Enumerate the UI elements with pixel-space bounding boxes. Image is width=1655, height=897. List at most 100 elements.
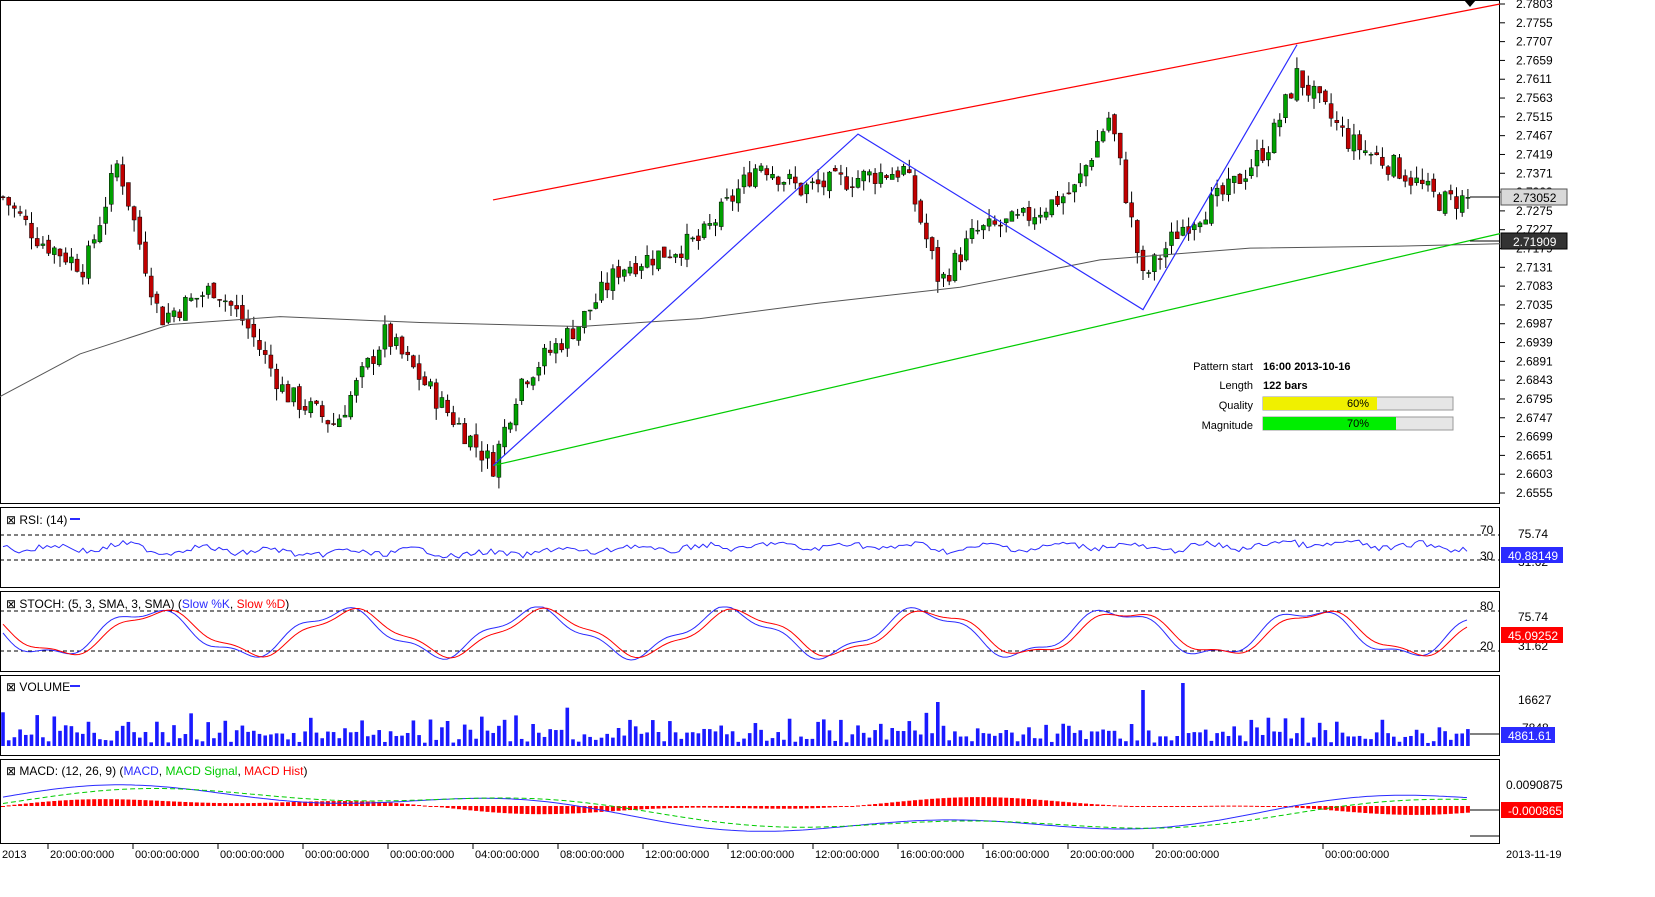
volume-bar (1317, 722, 1322, 746)
volume-bar (554, 730, 558, 746)
macd-hist-bar (428, 806, 433, 807)
time-tick-label: 04:00:00:000 (475, 849, 539, 861)
macd-hist-bar (571, 806, 575, 814)
pattern-magnitude-label: Magnitude (1202, 420, 1253, 432)
macd-hist-bar (753, 806, 758, 809)
candle-body (91, 239, 97, 244)
macd-hist-bar (770, 806, 775, 809)
candle-body (109, 173, 114, 205)
candle-body (1112, 114, 1117, 135)
volume-bar (696, 733, 701, 746)
volume-bar (1095, 731, 1100, 746)
volume-bar (1460, 733, 1464, 746)
volume-bar (400, 735, 404, 746)
macd-hist-bar (1044, 800, 1049, 806)
volume-bar (548, 729, 552, 746)
volume-bar (246, 731, 250, 746)
volume-bar (1397, 741, 1402, 746)
volume-bar (656, 732, 661, 746)
candle-body (690, 237, 695, 240)
macd-hist-bar (1414, 806, 1419, 815)
macd-hist-bar (987, 797, 992, 806)
candle-body (969, 228, 975, 239)
magnitude-bar-fill (1263, 417, 1396, 430)
candle-body (257, 340, 262, 350)
candle-body (587, 309, 593, 312)
macd-hist-bar (816, 806, 821, 809)
volume-bar (1260, 734, 1265, 746)
candle-body (508, 422, 513, 430)
candle-body (1015, 214, 1020, 216)
lower-channel-line (492, 233, 1501, 467)
macd-hist-bar (320, 801, 325, 806)
candle-body (565, 328, 570, 349)
macd-hist-bar (776, 806, 781, 809)
candle-body (684, 233, 690, 260)
volume-bar (314, 732, 319, 746)
volume-bar (1272, 731, 1276, 746)
volume-bar (360, 720, 364, 746)
volume-bar (81, 733, 85, 746)
volume-bar (719, 725, 723, 746)
macd-hist-bar (97, 799, 102, 806)
candle-body (1397, 157, 1402, 179)
volume-bar (753, 723, 758, 746)
volume-bar (331, 732, 336, 746)
volume-bar (537, 732, 541, 746)
volume-bar (742, 738, 746, 746)
current-price-tag: 2.73052 (1470, 188, 1568, 206)
candle-body (188, 297, 194, 301)
volume-bar (240, 725, 245, 746)
volume-bar (890, 728, 894, 746)
macd-hist-bar (1163, 806, 1168, 807)
volume-bar (542, 736, 547, 746)
macd-hist-bar (1243, 805, 1248, 807)
candle-body (827, 171, 832, 192)
volume-bar (1118, 738, 1122, 746)
macd-hist-bar (1431, 806, 1436, 815)
candle-body (148, 275, 154, 298)
volume-bar (782, 739, 786, 746)
macd-hist-bar (297, 801, 302, 806)
candle-body (1197, 222, 1203, 228)
macd-axis-top: 0.0090875 (1506, 778, 1563, 792)
macd-hist-bar (1049, 800, 1054, 806)
macd-hist-bar (462, 806, 467, 810)
macd-hist-bar (941, 798, 946, 806)
candle-body (57, 248, 63, 257)
candle-body (821, 180, 827, 188)
candle-body (262, 350, 268, 355)
macd-hist-bar (388, 802, 393, 806)
volume-bar (29, 734, 34, 746)
macd-hist-bar (1055, 801, 1060, 806)
candle-body (1340, 125, 1345, 128)
stoch-level-80: 80 (1480, 599, 1494, 613)
candle-body (650, 258, 656, 266)
macd-hist-bar (998, 797, 1003, 806)
volume-bar (126, 721, 131, 746)
volume-bar (1055, 733, 1060, 746)
pattern-zigzag-line (492, 44, 1298, 467)
macd-hist-bar (1226, 805, 1231, 807)
macd-hist-bar (360, 801, 365, 806)
macd-hist-bar (120, 799, 125, 806)
candle-body (639, 266, 644, 271)
macd-hist-bar (417, 805, 422, 807)
candle-body (633, 263, 638, 275)
volume-bar (120, 725, 125, 746)
volume-bar (354, 731, 359, 746)
candle-body (143, 241, 148, 274)
volume-bar (234, 730, 239, 746)
macd-hist-bar (622, 806, 627, 811)
candle-body (382, 324, 388, 350)
macd-hist-bar (719, 806, 724, 808)
candle-body (1277, 119, 1283, 128)
volume-bar (1021, 734, 1026, 746)
candle-body (1003, 218, 1009, 223)
macd-hist-bar (1123, 805, 1128, 807)
volume-bar (787, 718, 792, 746)
volume-bar (531, 723, 535, 746)
price-tick-label: 2.6795 (1516, 392, 1553, 406)
candle-body (166, 312, 171, 323)
volume-bar (286, 739, 290, 746)
